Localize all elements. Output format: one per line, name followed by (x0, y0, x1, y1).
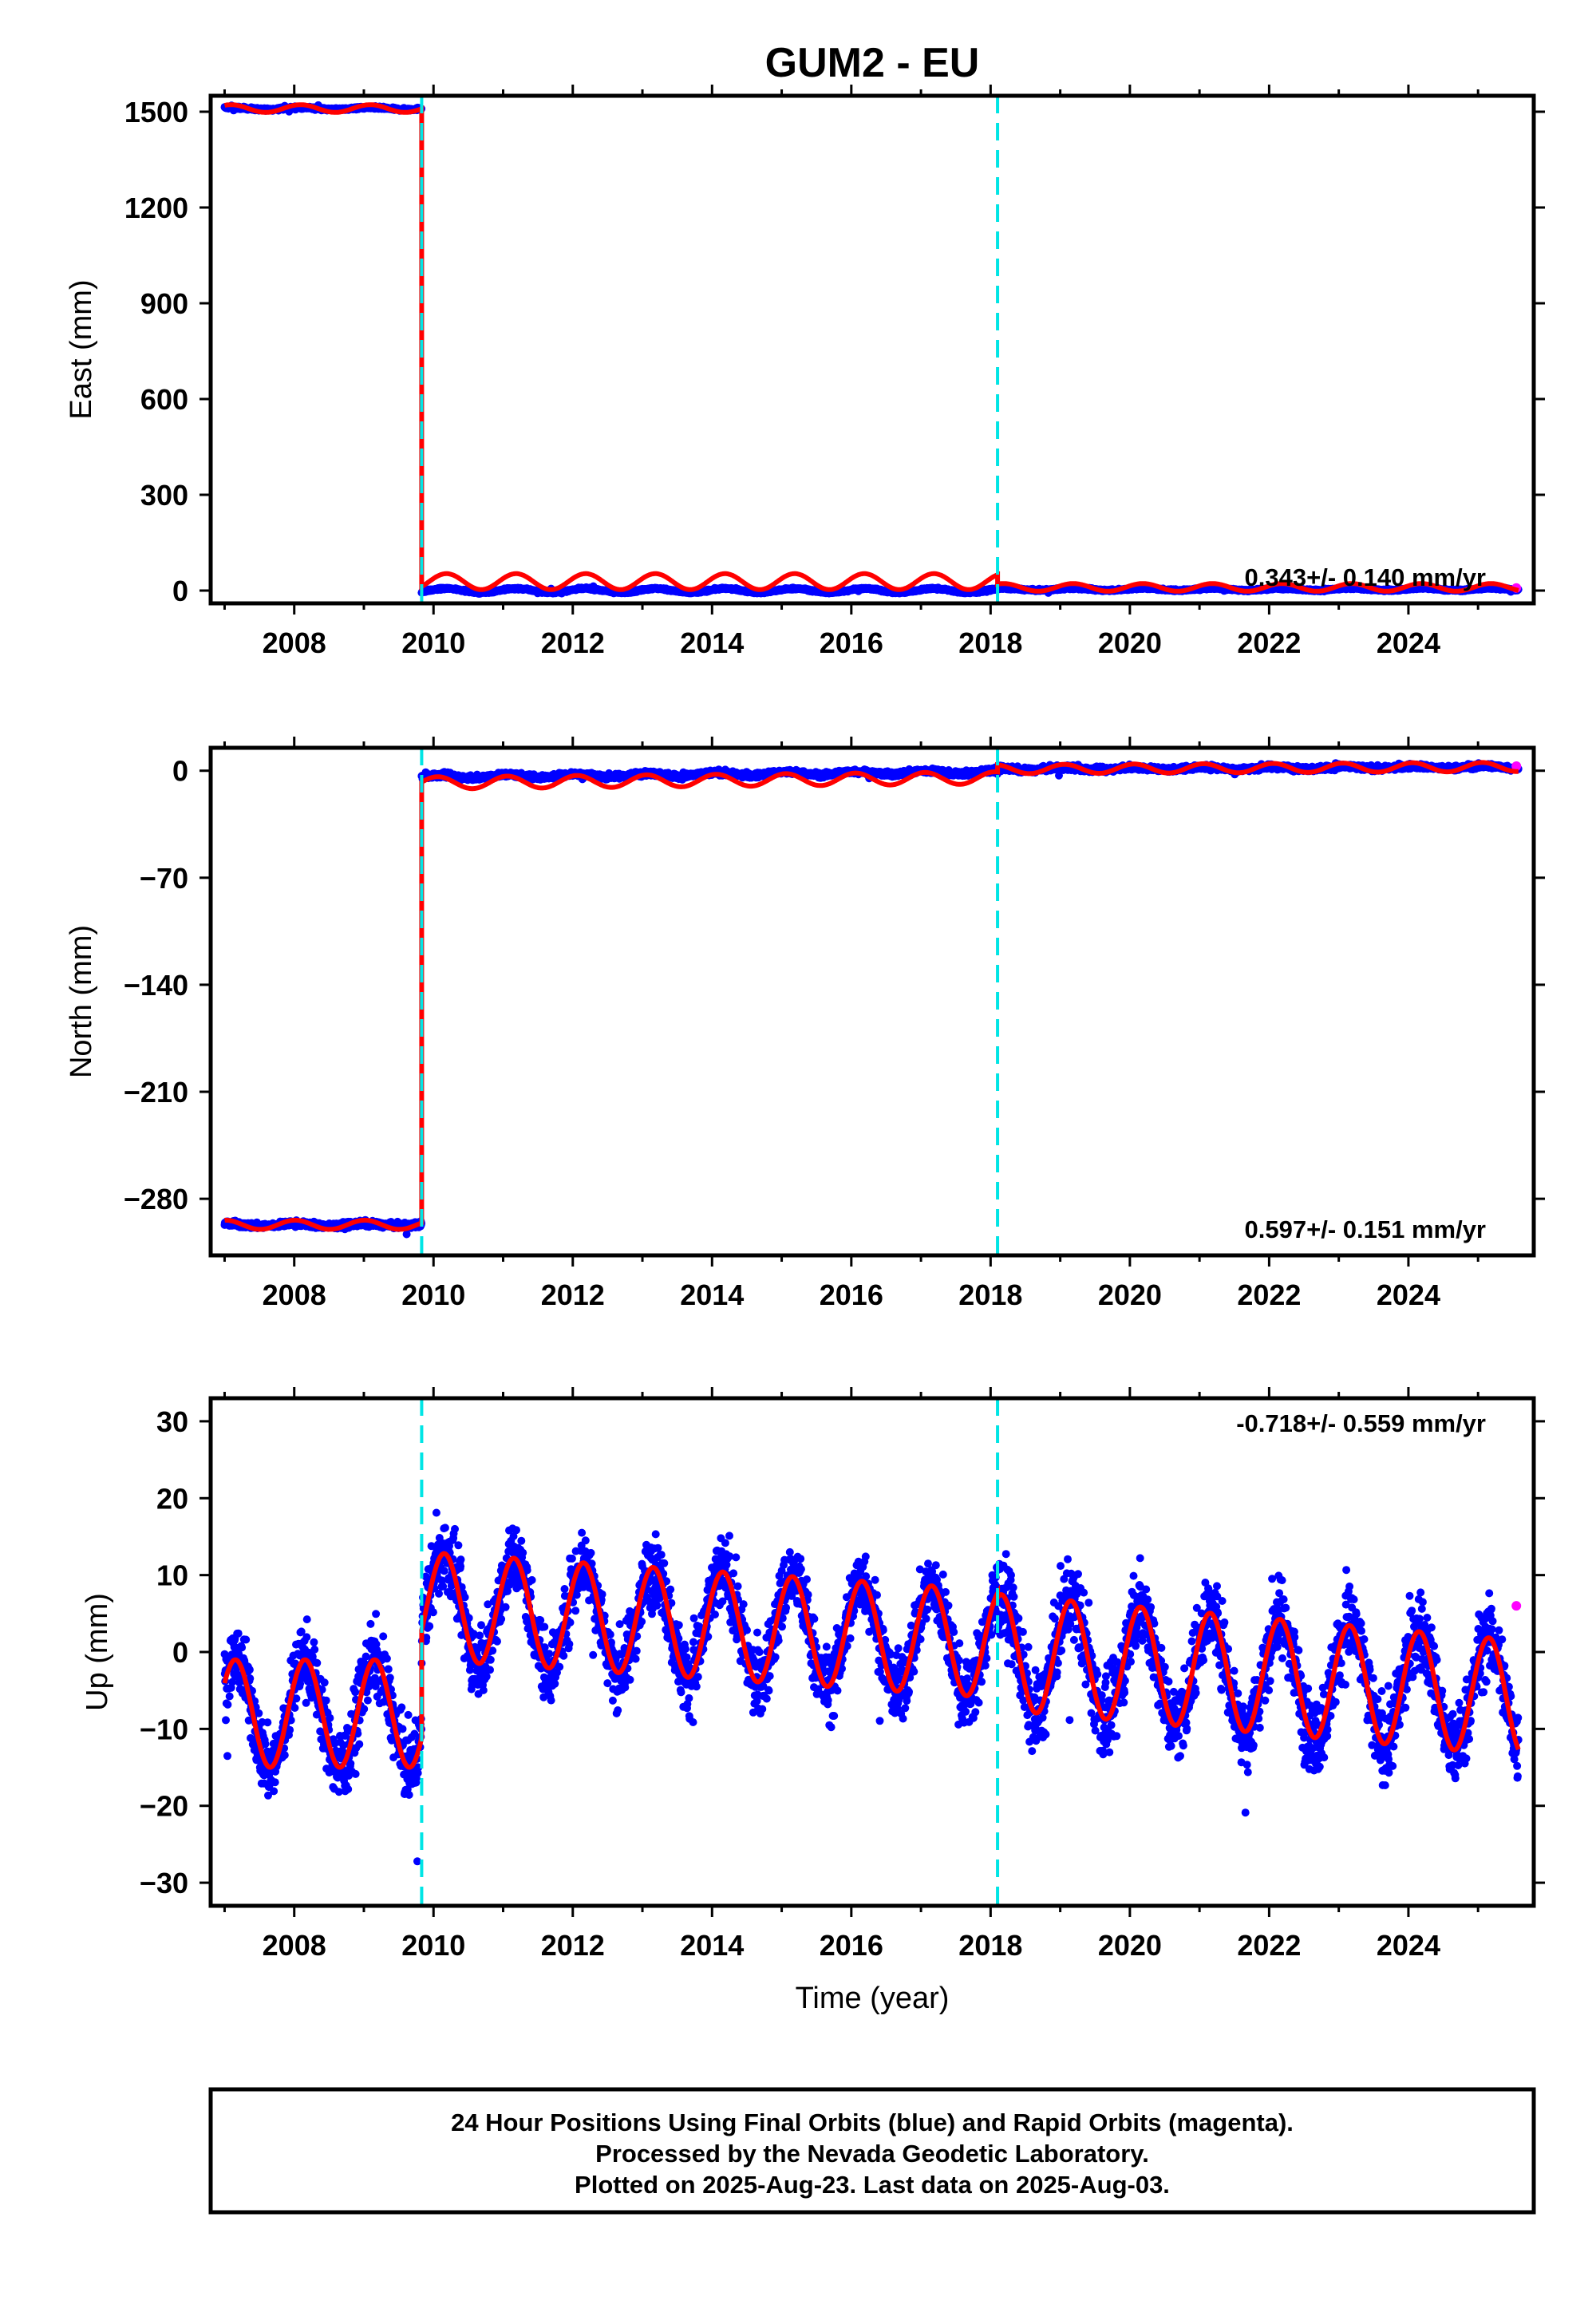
east-y-tick-label-0: 0 (172, 575, 188, 607)
east-y-tick-label-5: 1500 (124, 96, 188, 128)
east-x-tick-label-5: 2018 (958, 626, 1022, 659)
east-panel: 2008 2010 2012 2014 2016 2018 2020 2022 2024 0 300… (65, 85, 1545, 659)
figure-title: GUM2 - EU (765, 40, 980, 86)
east-y-tick-label-2: 600 (140, 383, 188, 416)
east-x-tick-label-1: 2010 (401, 626, 465, 659)
east-x-tick-label-3: 2014 (680, 626, 744, 659)
east-x-tick-label-4: 2016 (820, 626, 883, 659)
east-y-axis-label: East (mm) (65, 279, 98, 419)
east-x-tick-label-2: 2012 (541, 626, 605, 659)
east-y-tick-label-4: 1200 (124, 192, 188, 224)
east-y-tick-label-3: 900 (140, 287, 188, 320)
east-rate-label: 0.343+/- 0.140 mm/yr (1245, 563, 1486, 591)
east-x-tick-label-7: 2022 (1237, 626, 1301, 659)
east-x-tick-label-6: 2020 (1098, 626, 1162, 659)
east-data-layer (220, 101, 1523, 598)
east-x-tick-label-0: 2008 (263, 626, 326, 659)
east-x-tick-label-8: 2024 (1377, 626, 1440, 659)
east-y-tick-label-1: 300 (140, 479, 188, 512)
